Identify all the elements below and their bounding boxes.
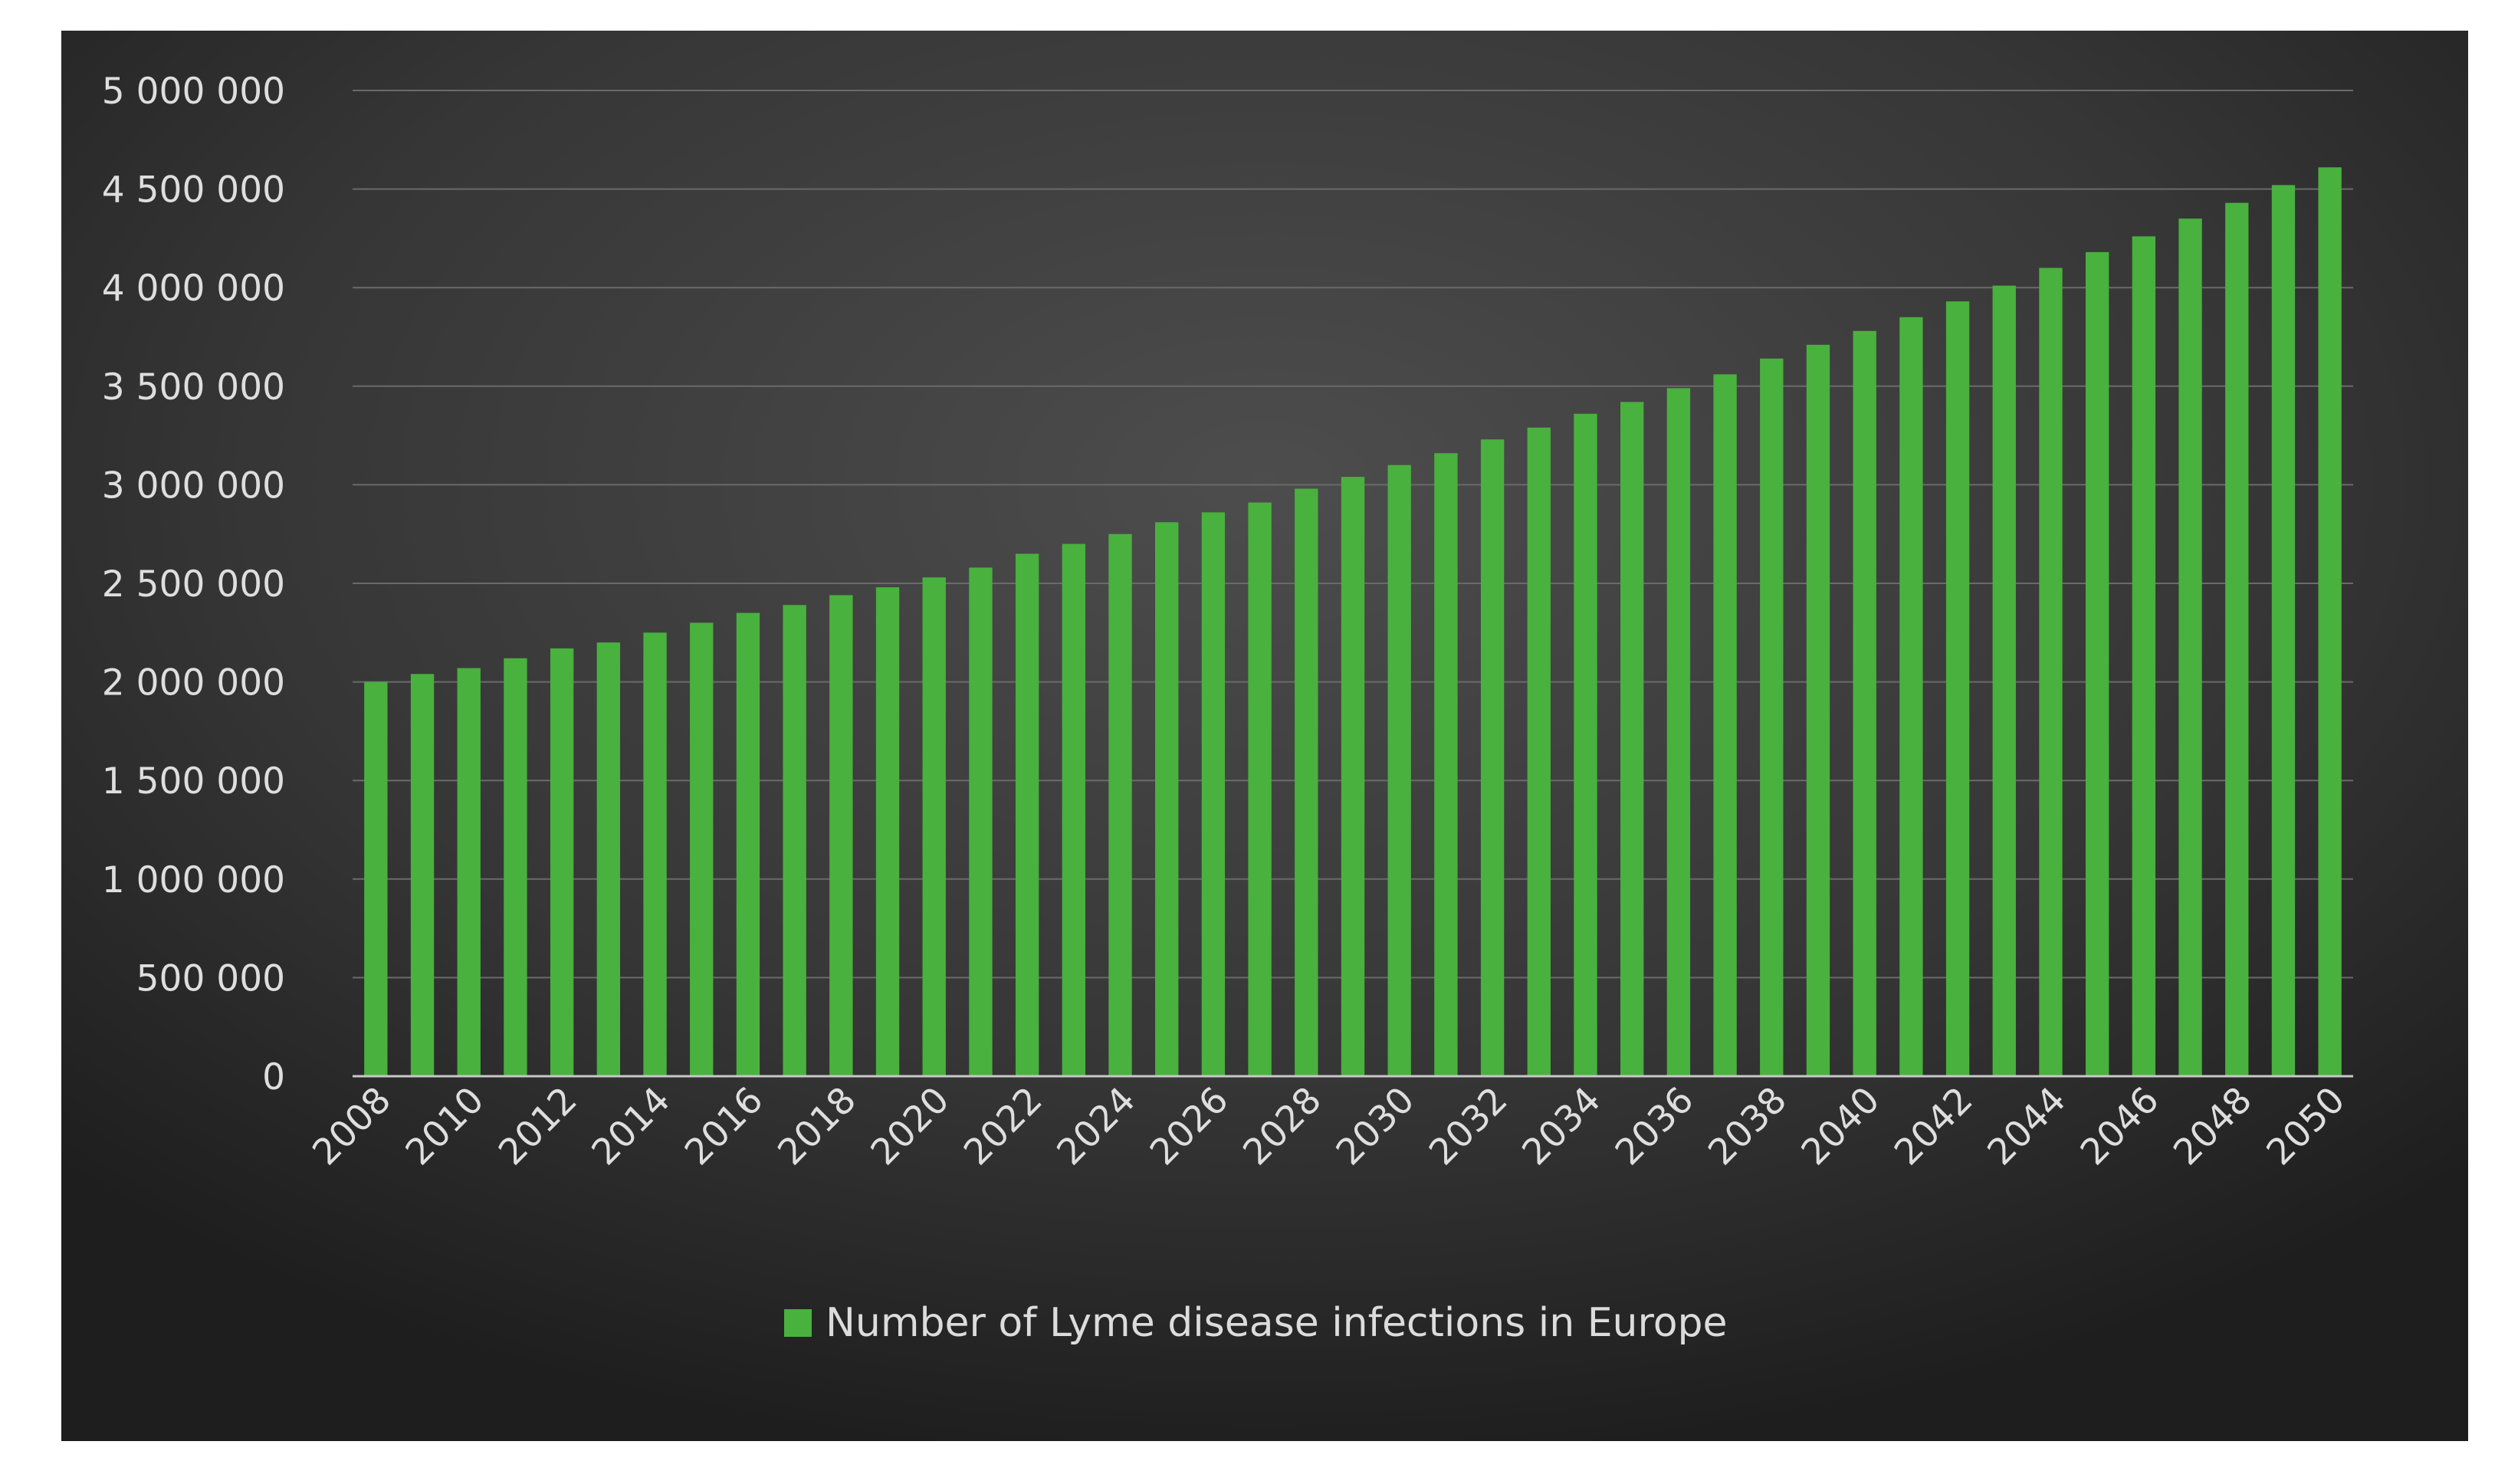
bar-2014 bbox=[643, 632, 667, 1076]
bar-2022 bbox=[1015, 553, 1039, 1076]
bar-2009 bbox=[410, 674, 435, 1076]
bar-2035 bbox=[1620, 402, 1644, 1076]
bar-2021 bbox=[969, 567, 993, 1076]
bar-2015 bbox=[690, 622, 714, 1076]
bar-2013 bbox=[596, 642, 621, 1076]
bar-2020 bbox=[922, 577, 946, 1076]
bar-2041 bbox=[1899, 317, 1923, 1076]
y-tick-label: 500 000 bbox=[136, 957, 285, 1000]
y-tick-label: 0 bbox=[262, 1056, 285, 1098]
bar-2037 bbox=[1713, 374, 1737, 1076]
y-tick-label: 2 000 000 bbox=[102, 662, 285, 704]
legend-label: Number of Lyme disease infections in Eur… bbox=[826, 1300, 1728, 1346]
bar-2008 bbox=[364, 681, 388, 1076]
chart-container: 0 500 000 1 000 000 1 500 000 2 000 000 2 500… bbox=[61, 31, 2468, 1441]
bar-2011 bbox=[504, 658, 527, 1076]
bar-2029 bbox=[1341, 477, 1365, 1076]
bar-2034 bbox=[1574, 413, 1597, 1076]
y-tick-label: 3 500 000 bbox=[102, 366, 285, 409]
y-tick-label: 1 000 000 bbox=[102, 859, 285, 901]
bar-2045 bbox=[2085, 251, 2109, 1076]
y-axis-tick-labels: 0 500 000 1 000 000 1 500 000 2 000 000 2 500… bbox=[102, 71, 285, 1098]
bar-2038 bbox=[1760, 358, 1784, 1076]
y-tick-label: 4 500 000 bbox=[102, 169, 285, 212]
bar-2016 bbox=[736, 612, 760, 1076]
bar-2032 bbox=[1480, 439, 1505, 1076]
bar-series bbox=[364, 167, 2342, 1077]
legend-swatch bbox=[784, 1309, 812, 1337]
bar-2027 bbox=[1248, 502, 1272, 1076]
y-tick-label: 2 500 000 bbox=[102, 563, 285, 606]
bar-chart: 0 500 000 1 000 000 1 500 000 2 000 000 2 500… bbox=[61, 31, 2468, 1441]
bar-2017 bbox=[783, 605, 806, 1076]
bar-2025 bbox=[1155, 522, 1179, 1076]
bar-2012 bbox=[550, 648, 574, 1076]
bar-2044 bbox=[2039, 268, 2063, 1077]
bar-2010 bbox=[457, 668, 481, 1076]
bar-2040 bbox=[1853, 330, 1876, 1076]
bar-2048 bbox=[2225, 202, 2249, 1076]
bar-2028 bbox=[1295, 488, 1318, 1076]
bar-2050 bbox=[2318, 167, 2342, 1077]
bar-2031 bbox=[1434, 453, 1458, 1076]
y-tick-label: 3 000 000 bbox=[102, 465, 285, 507]
bar-2039 bbox=[1806, 344, 1830, 1077]
bar-2023 bbox=[1062, 543, 1085, 1076]
bar-2019 bbox=[875, 587, 900, 1076]
y-tick-label: 4 000 000 bbox=[102, 268, 285, 310]
bar-2033 bbox=[1527, 427, 1551, 1076]
bar-2036 bbox=[1666, 388, 1691, 1076]
bar-2046 bbox=[2132, 236, 2156, 1076]
y-tick-label: 1 500 000 bbox=[102, 760, 285, 803]
bar-2026 bbox=[1201, 512, 1226, 1076]
bar-2042 bbox=[1945, 301, 1970, 1077]
bar-2047 bbox=[2178, 218, 2202, 1077]
legend: Number of Lyme disease infections in Eur… bbox=[784, 1300, 1728, 1346]
bar-2018 bbox=[829, 595, 853, 1076]
bar-2030 bbox=[1387, 465, 1411, 1076]
bar-2049 bbox=[2271, 185, 2296, 1076]
bar-2043 bbox=[1992, 285, 2016, 1077]
y-tick-label: 5 000 000 bbox=[102, 71, 285, 113]
bar-2024 bbox=[1108, 534, 1132, 1076]
